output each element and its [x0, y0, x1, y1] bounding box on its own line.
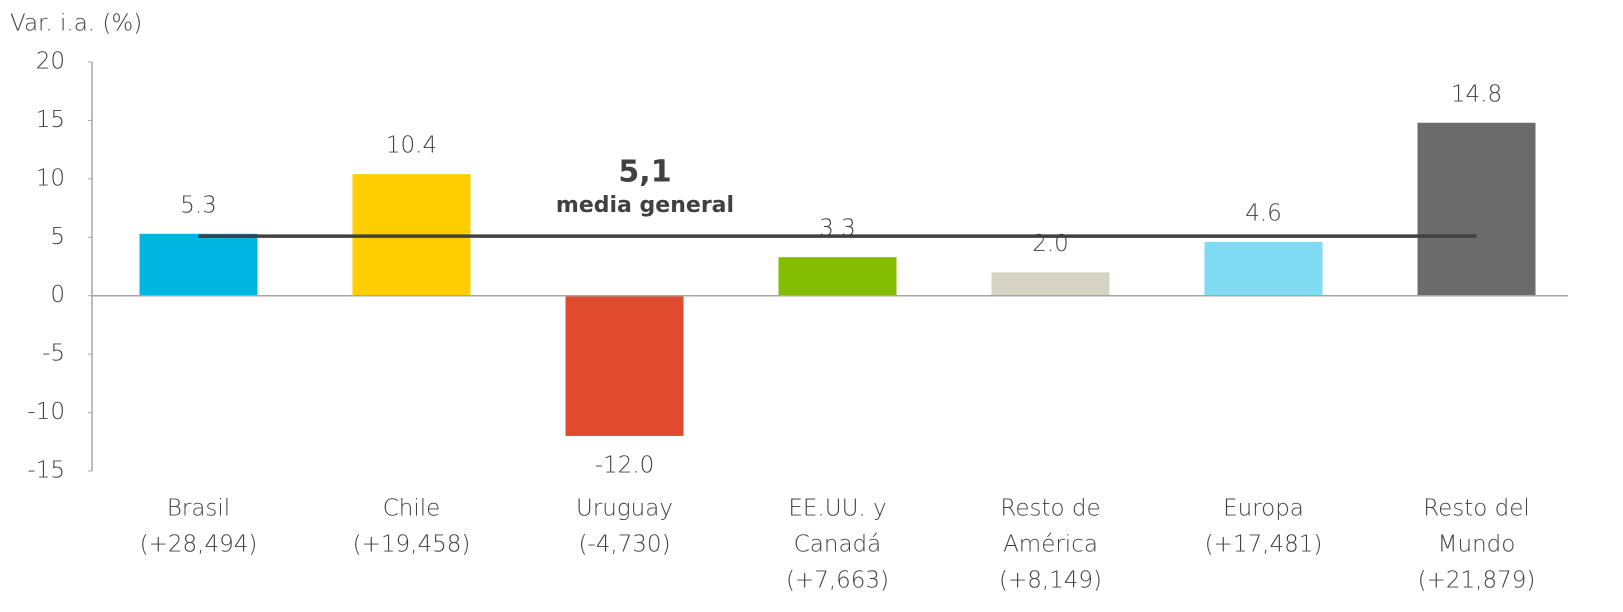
x-tick-label: Resto del: [1423, 496, 1530, 522]
x-tick-label: (+17,481): [1205, 532, 1323, 558]
x-tick-label: (+7,663): [786, 568, 889, 594]
x-tick-label: Chile: [383, 496, 441, 522]
x-tick-label: Brasil: [167, 496, 230, 522]
bar: [1417, 122, 1536, 296]
bar: [991, 272, 1110, 296]
x-tick-label: (+21,879): [1418, 568, 1536, 594]
bar: [1204, 241, 1323, 296]
x-tick-label: (+28,494): [140, 532, 258, 558]
x-tick-label: (-4,730): [578, 532, 670, 558]
value-label: 4.6: [1245, 200, 1282, 226]
bar: [139, 233, 258, 296]
value-label: -12.0: [595, 452, 655, 478]
x-tick-label: Uruguay: [576, 496, 673, 522]
x-tick-label: Canadá: [794, 532, 882, 558]
value-label: 14.8: [1451, 81, 1502, 107]
y-tick-label: 20: [36, 49, 65, 75]
x-tick-label: (+8,149): [999, 568, 1102, 594]
mean-sublabel: media general: [556, 193, 734, 218]
y-axis-label: Var. i.a. (%): [10, 11, 142, 37]
y-tick-label: 10: [36, 165, 65, 191]
x-tick-label: (+19,458): [353, 532, 471, 558]
x-tick-label: América: [1003, 532, 1098, 558]
value-label: 10.4: [386, 133, 437, 159]
y-tick-label: 5: [50, 224, 65, 250]
x-tick-label: EE.UU. y: [788, 496, 886, 522]
bar: [778, 257, 897, 296]
bar: [565, 295, 684, 436]
y-tick-label: -10: [27, 399, 65, 425]
y-tick-label: 15: [36, 107, 65, 133]
value-label: 5.3: [180, 192, 217, 218]
mean-label: 5,1: [618, 155, 671, 190]
y-tick-label: -5: [42, 341, 65, 367]
x-tick-label: Europa: [1223, 496, 1304, 522]
x-tick-label: Resto de: [1000, 496, 1100, 522]
y-tick-label: 0: [50, 282, 65, 308]
y-tick-label: -15: [27, 458, 65, 484]
x-tick-label: Mundo: [1438, 532, 1516, 558]
